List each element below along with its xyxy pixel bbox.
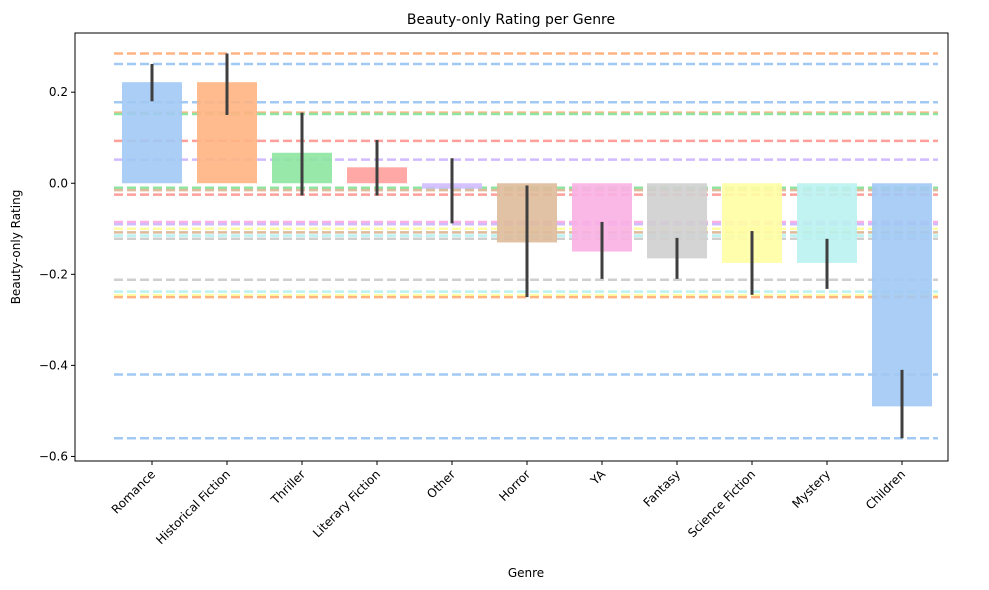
chart-title: Beauty-only Rating per Genre [407,12,615,28]
plot-area-frame [74,32,949,462]
error-bars [150,53,904,439]
y-tick-label: −0.2 [39,267,68,281]
x-tick-label: Other [424,467,458,501]
y-tick-label: −0.6 [39,449,68,463]
x-tick-label: Literary Fiction [310,467,383,540]
x-tick-label: YA [587,467,608,488]
y-axis: 0.2 0.0 −0.2 −0.4 −0.6 [39,85,75,463]
x-tick-label: Thriller [268,467,308,507]
y-tick-label: 0.0 [49,176,68,190]
y-tick-label: 0.2 [49,85,68,99]
x-tick-label: Fantasy [641,467,684,510]
x-tick-label: Science Fiction [685,467,758,540]
x-tick-label: Horror [496,467,533,504]
y-axis-label: Beauty-only Rating [9,190,23,305]
bar [872,183,932,407]
x-tick-label: Romance [109,467,158,516]
x-axis-label: Genre [508,566,544,580]
x-tick-label: Children [863,467,908,512]
y-tick-label: −0.4 [39,358,68,372]
x-tick-label: Mystery [789,467,833,511]
x-tick-label: Historical Fiction [153,467,233,547]
